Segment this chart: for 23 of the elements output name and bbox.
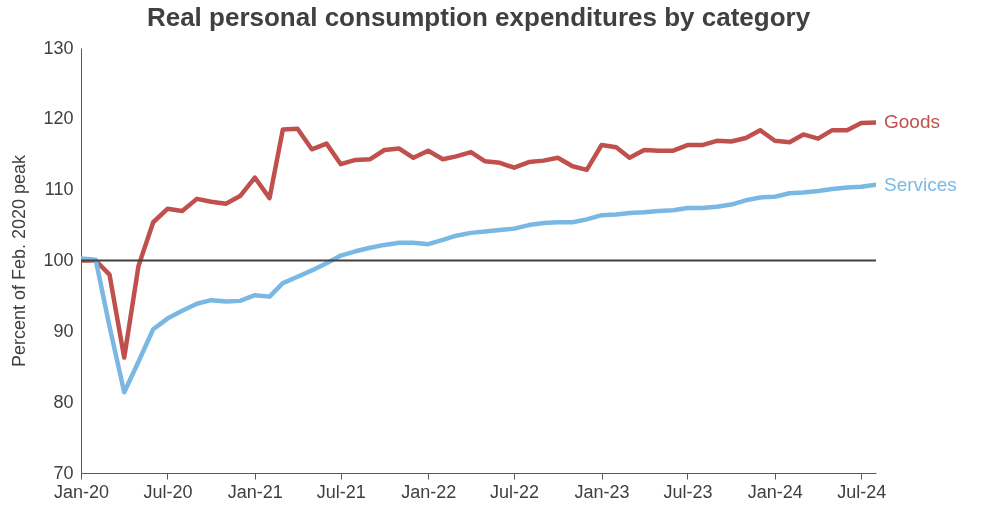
y-tick-label: 70 <box>53 462 74 483</box>
line-series <box>81 120 876 360</box>
y-tick-label: 90 <box>53 320 74 341</box>
y-axis-title: Percent of Feb. 2020 peak <box>9 153 30 368</box>
chart-title: Real personal consumption expenditures by category <box>146 2 811 32</box>
x-tick-label: Jul-20 <box>143 481 193 502</box>
x-tick-label: Jan-21 <box>227 481 283 502</box>
line-series <box>81 182 876 395</box>
x-tick-label: Jul-22 <box>490 481 540 502</box>
x-tick-label: Jan-23 <box>574 481 630 502</box>
y-tick-label: 80 <box>53 391 74 412</box>
y-tick-label: 120 <box>43 108 74 129</box>
series-label: Services <box>884 173 957 195</box>
y-tick-label: 100 <box>43 250 74 270</box>
series-label: Goods <box>884 111 940 133</box>
x-tick-label: Jan-20 <box>53 481 110 502</box>
x-tick-label: Jan-22 <box>401 481 457 502</box>
x-tick-label: Jul-23 <box>663 481 713 502</box>
y-tick-label: 130 <box>43 37 74 58</box>
x-tick-label: Jul-24 <box>837 481 887 502</box>
x-tick-label: Jul-21 <box>316 481 366 502</box>
y-tick-label: 110 <box>44 179 74 200</box>
x-tick-label: Jan-24 <box>747 481 803 502</box>
